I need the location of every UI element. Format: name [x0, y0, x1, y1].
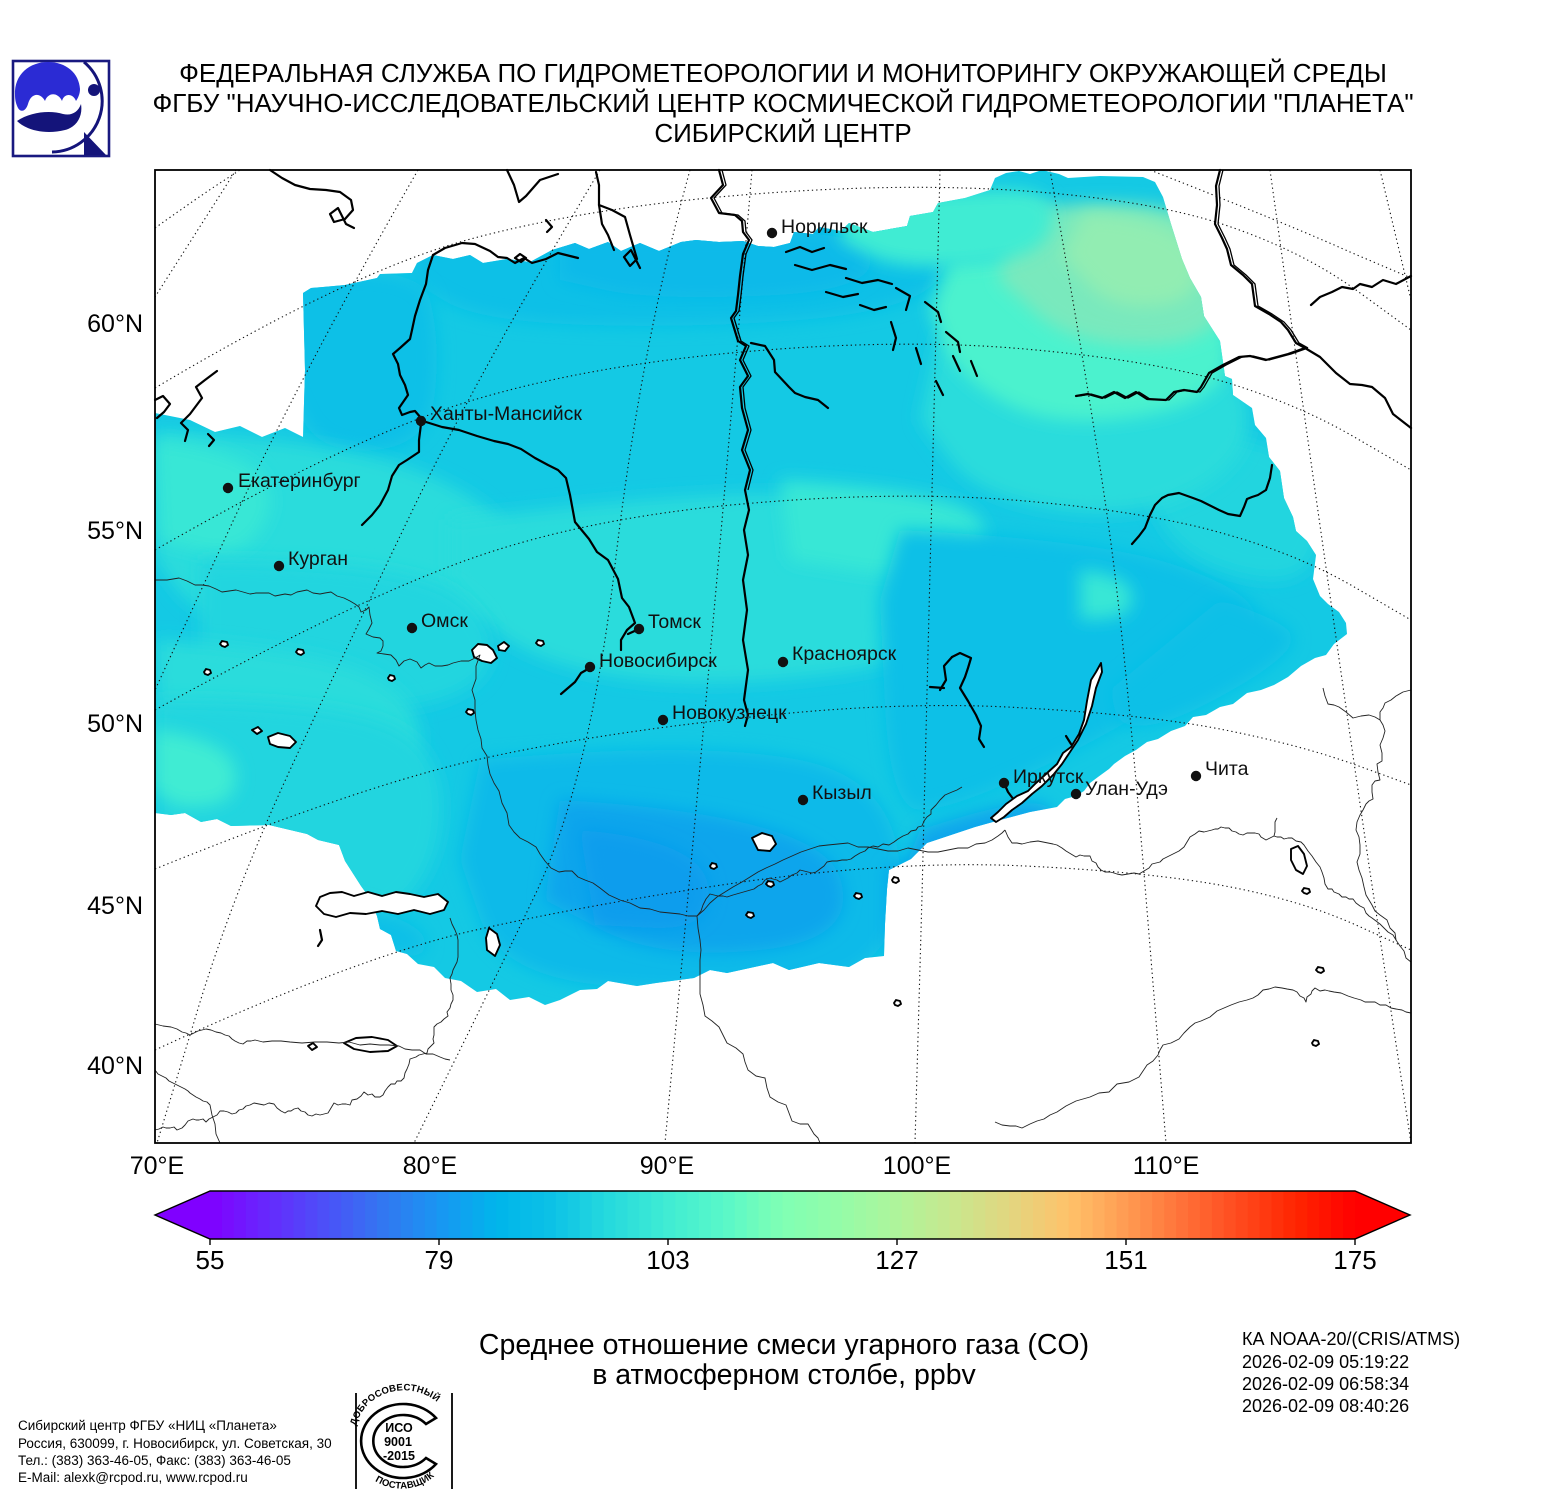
svg-text:45°N: 45°N [87, 892, 143, 920]
svg-text:Чита: Чита [1205, 758, 1249, 780]
svg-text:60°N: 60°N [87, 310, 143, 338]
svg-text:в атмосферном столбе, ppbv: в атмосферном столбе, ppbv [592, 1359, 976, 1391]
svg-text:Норильск: Норильск [781, 216, 868, 238]
svg-text:КА NOAA-20/(CRIS/ATMS): КА NOAA-20/(CRIS/ATMS) [1242, 1329, 1460, 1349]
svg-text:80°E: 80°E [403, 1152, 457, 1180]
svg-text:ИСО: ИСО [385, 1421, 413, 1435]
svg-text:Новосибирск: Новосибирск [599, 650, 717, 672]
svg-text:110°E: 110°E [1133, 1152, 1200, 1180]
svg-text:E-Mail: alexk@rcpod.ru, www.rc: E-Mail: alexk@rcpod.ru, www.rcpod.ru [18, 1470, 248, 1485]
svg-text:Россия, 630099, г. Новосибирск: Россия, 630099, г. Новосибирск, ул. Сове… [18, 1436, 332, 1451]
svg-text:70°E: 70°E [130, 1152, 184, 1180]
svg-text:Томск: Томск [648, 611, 701, 633]
svg-text:Новокузнецк: Новокузнецк [672, 702, 787, 724]
svg-text:90°E: 90°E [640, 1152, 694, 1180]
svg-text:175: 175 [1333, 1245, 1376, 1275]
svg-text:Кызыл: Кызыл [812, 782, 872, 804]
svg-text:Сибирский центр ФГБУ «НИЦ «Пла: Сибирский центр ФГБУ «НИЦ «Планета» [18, 1418, 277, 1433]
svg-text:2026-02-09 08:40:26: 2026-02-09 08:40:26 [1242, 1396, 1409, 1416]
svg-text:Улан-Удэ: Улан-Удэ [1085, 778, 1168, 800]
svg-text:55: 55 [196, 1245, 225, 1275]
svg-text:2026-02-09 05:19:22: 2026-02-09 05:19:22 [1242, 1352, 1409, 1372]
svg-text:Курган: Курган [288, 548, 348, 570]
svg-text:ФЕДЕРАЛЬНАЯ СЛУЖБА ПО ГИДРОМЕТ: ФЕДЕРАЛЬНАЯ СЛУЖБА ПО ГИДРОМЕТЕОРОЛОГИИ … [179, 58, 1387, 88]
svg-text:127: 127 [875, 1245, 918, 1275]
svg-text:Среднее отношение смеси угарно: Среднее отношение смеси угарного газа (C… [479, 1329, 1089, 1361]
svg-text:151: 151 [1104, 1245, 1147, 1275]
svg-text:ФГБУ "НАУЧНО-ИССЛЕДОВАТЕЛЬСКИЙ: ФГБУ "НАУЧНО-ИССЛЕДОВАТЕЛЬСКИЙ ЦЕНТР КОС… [152, 88, 1413, 118]
svg-text:9001: 9001 [384, 1435, 412, 1449]
svg-text:Тел.: (383) 363-46-05, Факс: (: Тел.: (383) 363-46-05, Факс: (383) 363-4… [18, 1453, 291, 1468]
svg-text:2026-02-09 06:58:34: 2026-02-09 06:58:34 [1242, 1374, 1409, 1394]
svg-text:50°N: 50°N [87, 710, 143, 738]
svg-text:103: 103 [646, 1245, 689, 1275]
svg-text:40°N: 40°N [87, 1052, 143, 1080]
svg-text:СИБИРСКИЙ ЦЕНТР: СИБИРСКИЙ ЦЕНТР [654, 118, 911, 148]
svg-text:-2015: -2015 [383, 1449, 415, 1463]
svg-text:Ханты-Мансийск: Ханты-Мансийск [430, 403, 582, 425]
svg-text:79: 79 [425, 1245, 454, 1275]
svg-text:Иркутск: Иркутск [1013, 766, 1084, 788]
svg-text:55°N: 55°N [87, 517, 143, 545]
svg-text:100°E: 100°E [883, 1152, 951, 1180]
svg-text:Екатеринбург: Екатеринбург [238, 470, 361, 492]
svg-text:Красноярск: Красноярск [792, 643, 897, 665]
svg-text:Омск: Омск [421, 610, 468, 632]
